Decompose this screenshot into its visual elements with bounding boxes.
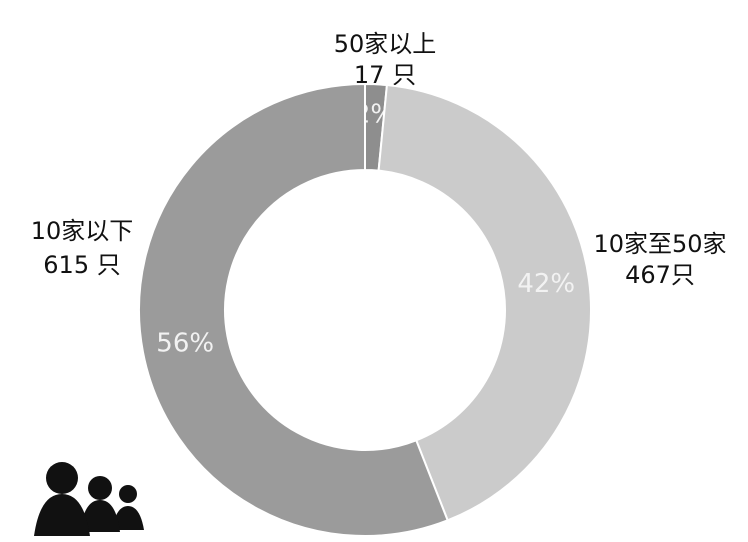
count-label: 467只 bbox=[625, 261, 695, 289]
people-icon bbox=[34, 462, 144, 536]
category-label: 50家以上 bbox=[334, 30, 437, 58]
category-label: 10家以下 bbox=[31, 217, 134, 245]
count-label: 615 只 bbox=[43, 251, 120, 279]
percent-label: 56% bbox=[156, 329, 214, 359]
percent-label: 42% bbox=[517, 269, 575, 299]
donut-slice bbox=[377, 83, 592, 522]
category-label: 10家至50家 bbox=[593, 230, 726, 258]
donut-slice bbox=[138, 82, 449, 537]
